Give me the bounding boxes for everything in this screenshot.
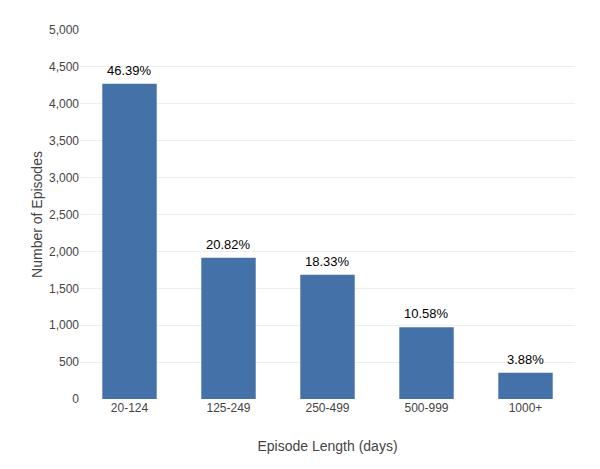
svg-text:1000+: 1000+ [509,401,543,415]
svg-text:3,500: 3,500 [49,134,79,148]
svg-text:1,500: 1,500 [49,282,79,296]
svg-text:500: 500 [59,355,79,369]
svg-text:3,000: 3,000 [49,171,79,185]
svg-text:1,000: 1,000 [49,318,79,332]
svg-text:2,500: 2,500 [49,208,79,222]
svg-text:20.82%: 20.82% [206,237,251,252]
svg-text:250-499: 250-499 [305,401,349,415]
svg-text:4,000: 4,000 [49,97,79,111]
svg-text:2,000: 2,000 [49,245,79,259]
svg-text:0: 0 [72,392,79,406]
svg-text:4,500: 4,500 [49,60,79,74]
svg-text:20-124: 20-124 [111,401,149,415]
svg-text:46.39%: 46.39% [107,63,152,78]
svg-text:Episode Length (days): Episode Length (days) [257,438,397,454]
svg-text:500-999: 500-999 [404,401,448,415]
svg-text:3.88%: 3.88% [507,352,544,367]
svg-text:10.58%: 10.58% [404,306,449,321]
svg-text:18.33%: 18.33% [305,254,350,269]
svg-text:125-249: 125-249 [206,401,250,415]
svg-text:Number of Episodes: Number of Episodes [29,151,45,278]
svg-text:5,000: 5,000 [49,23,79,37]
